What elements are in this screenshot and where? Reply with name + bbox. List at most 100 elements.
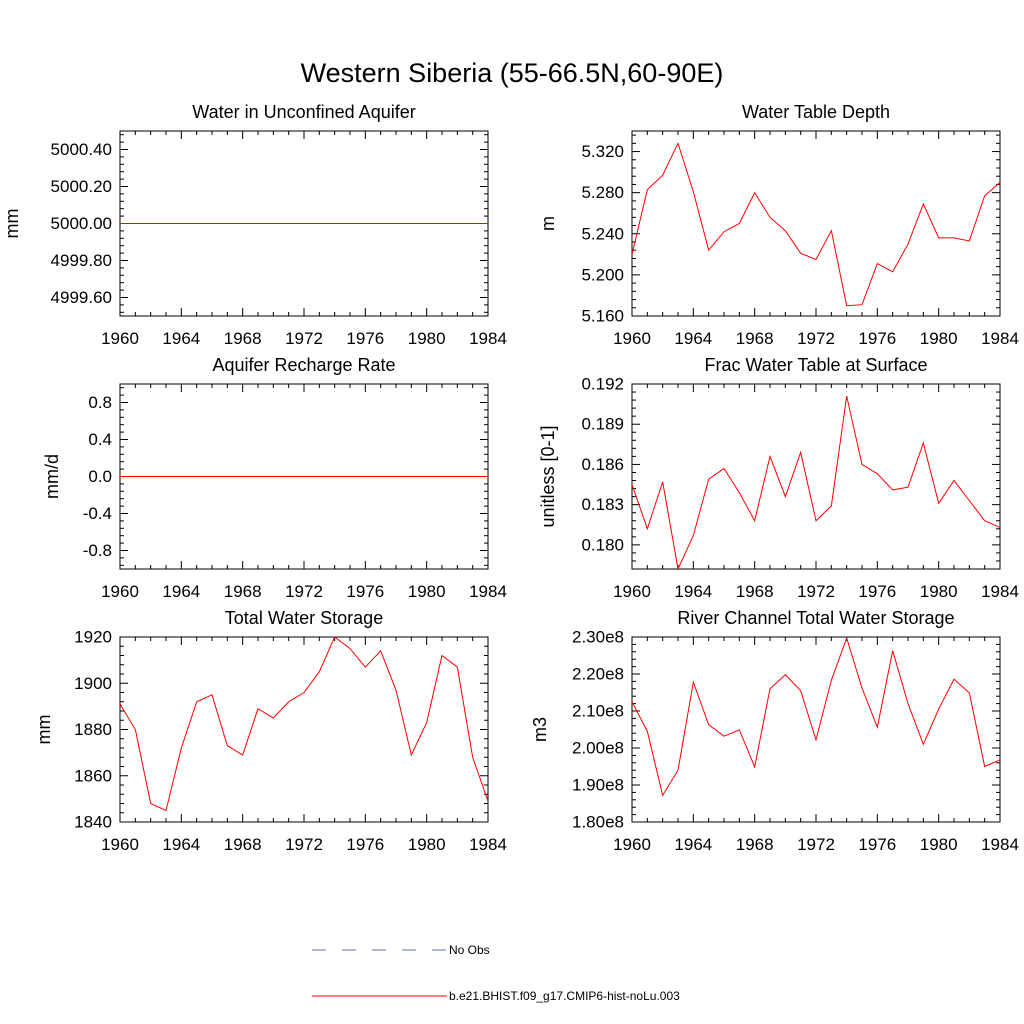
legend: No Obs b.e21.BHIST.f09_g17.CMIP6-hist-noL… — [312, 943, 680, 1003]
panel-title: Aquifer Recharge Rate — [212, 355, 395, 375]
chart-panel: Water in Unconfined Aquifer mm 1960 1964 196… — [2, 102, 507, 348]
y-tick-label: 1860 — [74, 766, 112, 785]
y-axis-label: m3 — [530, 717, 550, 742]
x-tick-label: 1964 — [674, 582, 712, 601]
panel-title: Water in Unconfined Aquifer — [192, 102, 415, 122]
x-tick-label: 1960 — [613, 835, 651, 854]
x-tick-label: 1972 — [797, 329, 835, 348]
x-tick-label: 1984 — [469, 835, 507, 854]
panels: Water in Unconfined Aquifer mm 1960 1964 196… — [2, 102, 1019, 854]
x-tick-label: 1960 — [101, 582, 139, 601]
x-tick-label: 1980 — [408, 329, 446, 348]
x-tick-label: 1968 — [736, 329, 774, 348]
x-tick-label: 1980 — [920, 835, 958, 854]
chart-panel: Water Table Depth m 1960 1964 1968 1972 1976 19… — [538, 102, 1019, 348]
y-tick-label: 1.90e8 — [572, 776, 624, 795]
x-tick-label: 1980 — [920, 329, 958, 348]
y-tick-label: 0.0 — [88, 467, 112, 486]
plot-frame — [631, 383, 1001, 570]
legend-label: b.e21.BHIST.f09_g17.CMIP6-hist-noLu.003 — [449, 989, 680, 1003]
figure-title: Western Siberia (55-66.5N,60-90E) — [301, 58, 724, 88]
chart-panel: Total Water Storage mm 1960 1964 1968 1972 197… — [34, 608, 507, 854]
y-tick-label: 4999.60 — [51, 288, 112, 307]
series-line — [631, 395, 1001, 571]
y-tick-label: -0.4 — [83, 504, 112, 523]
x-tick-label: 1960 — [101, 329, 139, 348]
x-tick-label: 1972 — [285, 835, 323, 854]
y-tick-label: 5000.40 — [51, 140, 112, 159]
y-tick-label: 0.8 — [88, 393, 112, 412]
x-tick-label: 1984 — [981, 329, 1019, 348]
x-tick-label: 1968 — [736, 582, 774, 601]
x-tick-label: 1980 — [920, 582, 958, 601]
panel-title: Total Water Storage — [225, 608, 383, 628]
y-tick-label: 4999.80 — [51, 251, 112, 270]
x-tick-label: 1964 — [674, 329, 712, 348]
x-tick-label: 1984 — [469, 329, 507, 348]
x-tick-label: 1964 — [162, 329, 200, 348]
panel-title: Frac Water Table at Surface — [704, 355, 927, 375]
x-tick-label: 1968 — [736, 835, 774, 854]
series-line — [631, 141, 1001, 307]
panel-title: River Channel Total Water Storage — [677, 608, 954, 628]
x-tick-label: 1964 — [162, 582, 200, 601]
x-tick-label: 1968 — [224, 582, 262, 601]
x-tick-label: 1980 — [408, 582, 446, 601]
x-tick-label: 1984 — [981, 582, 1019, 601]
x-tick-label: 1960 — [613, 582, 651, 601]
x-tick-label: 1984 — [981, 835, 1019, 854]
y-tick-label: 0.192 — [581, 375, 624, 394]
x-tick-label: 1976 — [858, 329, 896, 348]
y-axis-label: mm/d — [42, 454, 62, 499]
y-axis-label: unitless [0-1] — [538, 425, 558, 527]
x-tick-label: 1972 — [285, 582, 323, 601]
x-tick-label: 1968 — [224, 835, 262, 854]
x-tick-label: 1964 — [674, 835, 712, 854]
x-tick-label: 1968 — [224, 329, 262, 348]
x-tick-label: 1976 — [346, 835, 384, 854]
y-tick-label: 0.180 — [581, 535, 624, 554]
y-tick-label: 5000.00 — [51, 214, 112, 233]
y-tick-label: 1920 — [74, 628, 112, 647]
y-tick-label: 2.00e8 — [572, 739, 624, 758]
y-tick-label: 5.320 — [581, 142, 624, 161]
y-tick-label: 2.20e8 — [572, 665, 624, 684]
y-tick-label: 5.160 — [581, 307, 624, 326]
plot-frame — [631, 130, 1001, 317]
y-tick-label: 2.30e8 — [572, 628, 624, 647]
y-tick-label: 0.189 — [581, 415, 624, 434]
x-tick-label: 1960 — [101, 835, 139, 854]
y-tick-label: 1880 — [74, 720, 112, 739]
y-tick-label: 1.80e8 — [572, 813, 624, 832]
y-tick-label: 5.200 — [581, 265, 624, 284]
x-tick-label: 1984 — [469, 582, 507, 601]
series-line — [631, 636, 1001, 797]
y-tick-label: -0.8 — [83, 541, 112, 560]
y-axis-label: mm — [2, 209, 22, 239]
legend-label: No Obs — [449, 943, 490, 957]
x-tick-label: 1976 — [346, 329, 384, 348]
y-tick-label: 5000.20 — [51, 177, 112, 196]
x-tick-label: 1972 — [797, 582, 835, 601]
y-axis-label: mm — [34, 715, 54, 745]
x-tick-label: 1976 — [346, 582, 384, 601]
panel-title: Water Table Depth — [742, 102, 890, 122]
x-tick-label: 1960 — [613, 329, 651, 348]
y-tick-label: 1840 — [74, 813, 112, 832]
y-tick-label: 5.240 — [581, 224, 624, 243]
x-tick-label: 1972 — [797, 835, 835, 854]
plot-frame — [119, 636, 489, 823]
x-tick-label: 1972 — [285, 329, 323, 348]
y-tick-label: 0.186 — [581, 455, 624, 474]
x-tick-label: 1976 — [858, 582, 896, 601]
x-tick-label: 1964 — [162, 835, 200, 854]
plot-frame — [631, 636, 1001, 823]
x-tick-label: 1980 — [408, 835, 446, 854]
y-tick-label: 0.4 — [88, 430, 112, 449]
chart-panel: River Channel Total Water Storage m3 1960 1… — [530, 608, 1019, 854]
chart-panel: Frac Water Table at Surface unitless [0-1… — [538, 355, 1019, 601]
x-tick-label: 1976 — [858, 835, 896, 854]
y-tick-label: 1900 — [74, 674, 112, 693]
y-tick-label: 2.10e8 — [572, 702, 624, 721]
